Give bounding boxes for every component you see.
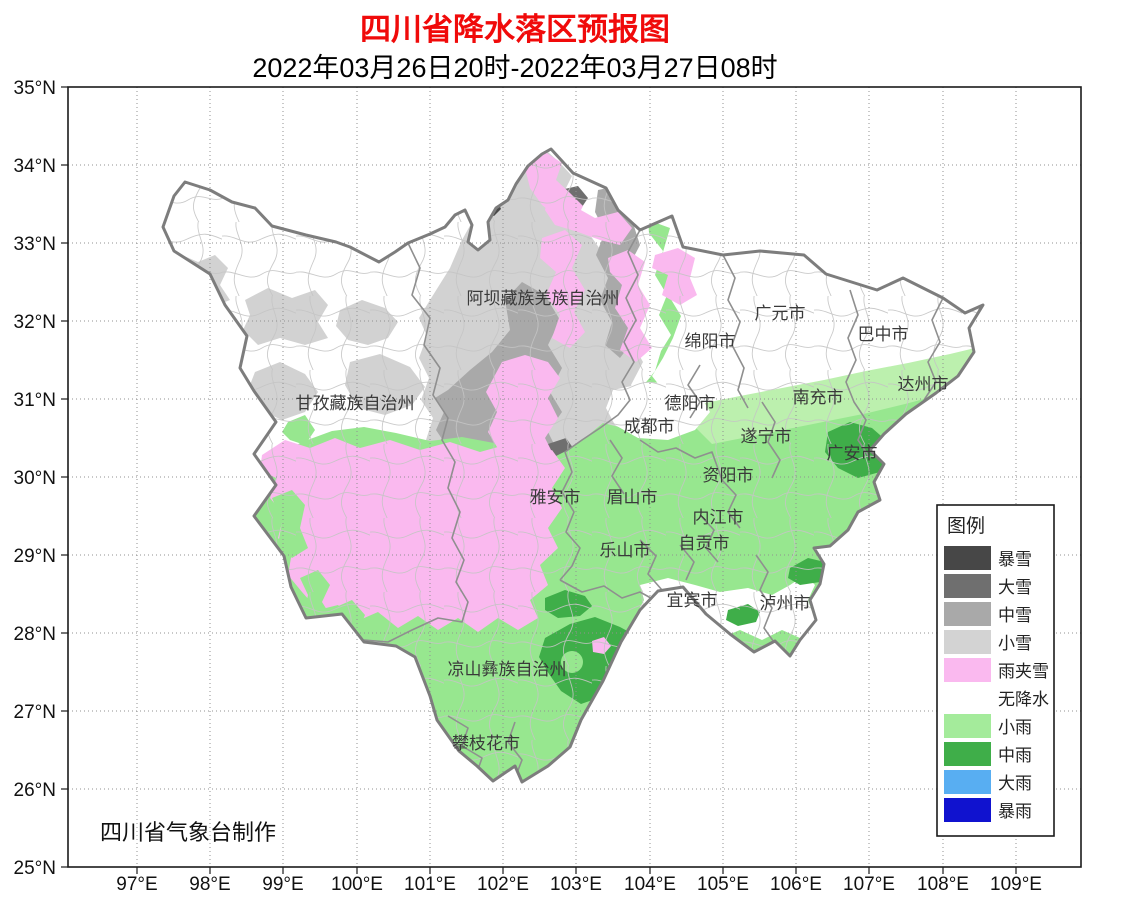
label-chengdu: 成都市 bbox=[624, 417, 675, 436]
legend-swatch-heavy-rain bbox=[944, 770, 991, 794]
lon-tick: 100°E bbox=[331, 874, 383, 895]
credit-text: 四川省气象台制作 bbox=[100, 820, 276, 845]
label-bazhong: 巴中市 bbox=[858, 325, 909, 344]
legend-swatch-mid-snow bbox=[944, 602, 991, 626]
lon-tick: 103°E bbox=[550, 874, 602, 895]
label-zigong: 自贡市 bbox=[679, 534, 730, 553]
lon-tick: 109°E bbox=[990, 874, 1042, 895]
label-deyang: 德阳市 bbox=[665, 394, 716, 413]
legend-label: 中雪 bbox=[998, 606, 1032, 625]
lon-tick: 105°E bbox=[697, 874, 749, 895]
page-title: 四川省降水落区预报图 bbox=[360, 12, 670, 47]
lat-tick: 28°N bbox=[14, 624, 56, 645]
label-suining: 遂宁市 bbox=[741, 427, 792, 446]
lon-tick: 98°E bbox=[189, 874, 230, 895]
legend-label: 中雨 bbox=[998, 746, 1032, 765]
label-dazhou: 达州市 bbox=[898, 375, 949, 394]
legend-swatch-blizzard bbox=[944, 546, 991, 570]
legend-swatch-light-snow bbox=[944, 630, 991, 654]
lon-tick: 104°E bbox=[624, 874, 676, 895]
lat-axis-labels: 35°N 34°N 33°N 32°N 31°N 30°N 29°N 28°N … bbox=[14, 78, 56, 879]
legend-swatch-no-precip bbox=[944, 686, 991, 710]
lat-tick: 29°N bbox=[14, 546, 56, 567]
label-meishan: 眉山市 bbox=[607, 488, 658, 507]
lon-tick: 106°E bbox=[770, 874, 822, 895]
label-ziyang: 资阳市 bbox=[703, 466, 754, 485]
county-boundaries-texture bbox=[163, 149, 983, 782]
lon-tick: 99°E bbox=[262, 874, 303, 895]
legend-label: 大雨 bbox=[998, 774, 1032, 793]
legend-label: 暴雪 bbox=[998, 550, 1032, 569]
legend-swatch-rainstorm bbox=[944, 798, 991, 822]
lat-tick: 32°N bbox=[14, 312, 56, 333]
lat-tick: 35°N bbox=[14, 78, 56, 99]
legend-label: 小雪 bbox=[998, 634, 1032, 653]
lat-tick: 26°N bbox=[14, 780, 56, 801]
legend-label: 暴雨 bbox=[998, 802, 1032, 821]
legend-swatch-sleet bbox=[944, 658, 991, 682]
lon-tick: 108°E bbox=[917, 874, 969, 895]
map-city-labels: 阿坝藏族羌族自治州 甘孜藏族自治州 广元市 绵阳市 巴中市 达州市 南充市 德阳… bbox=[296, 289, 949, 753]
lon-tick: 97°E bbox=[116, 874, 157, 895]
lon-axis-labels: 97°E 98°E 99°E 100°E 101°E 102°E 103°E 1… bbox=[116, 874, 1042, 895]
label-nanchong: 南充市 bbox=[793, 388, 844, 407]
lat-tick: 33°N bbox=[14, 234, 56, 255]
legend-title: 图例 bbox=[947, 515, 985, 537]
page-subtitle: 2022年03月26日20时-2022年03月27日08时 bbox=[252, 53, 777, 83]
lat-tick: 25°N bbox=[14, 858, 56, 879]
label-neijiang: 内江市 bbox=[693, 508, 744, 527]
lon-tick: 102°E bbox=[477, 874, 529, 895]
lat-tick: 34°N bbox=[14, 156, 56, 177]
label-mianyang: 绵阳市 bbox=[685, 332, 736, 351]
label-guangan: 广安市 bbox=[827, 444, 878, 463]
label-panzhihua: 攀枝花市 bbox=[452, 734, 520, 753]
axis-ticks bbox=[61, 86, 1017, 874]
label-guangyuan: 广元市 bbox=[755, 304, 806, 323]
lon-tick: 107°E bbox=[843, 874, 895, 895]
map-fill-layers bbox=[163, 149, 983, 782]
label-leshan: 乐山市 bbox=[600, 541, 651, 560]
label-yibin: 宜宾市 bbox=[667, 591, 718, 610]
legend-label: 无降水 bbox=[998, 690, 1049, 709]
lat-tick: 30°N bbox=[14, 468, 56, 489]
lon-tick: 101°E bbox=[404, 874, 456, 895]
legend-label: 小雨 bbox=[998, 718, 1032, 737]
label-aba: 阿坝藏族羌族自治州 bbox=[467, 289, 620, 308]
prefecture-boundaries bbox=[363, 229, 944, 779]
province-outline bbox=[161, 147, 985, 784]
label-luzhou: 泸州市 bbox=[760, 594, 811, 613]
legend-label: 雨夹雪 bbox=[998, 662, 1049, 681]
legend-swatch-heavy-snow bbox=[944, 574, 991, 598]
lat-tick: 27°N bbox=[14, 702, 56, 723]
label-ganzi: 甘孜藏族自治州 bbox=[296, 394, 415, 413]
legend-swatch-mid-rain bbox=[944, 742, 991, 766]
lat-tick: 31°N bbox=[14, 390, 56, 411]
grid-lines bbox=[68, 87, 1081, 867]
label-yaan: 雅安市 bbox=[530, 488, 581, 507]
label-liangshan: 凉山彝族自治州 bbox=[448, 660, 567, 679]
legend-swatch-light-rain bbox=[944, 714, 991, 738]
legend-label: 大雪 bbox=[998, 578, 1032, 597]
legend: 图例 暴雪 大雪 中雪 小雪 雨夹雪 无降水 小雨 中雨 大雨 暴雨 bbox=[936, 504, 1055, 837]
